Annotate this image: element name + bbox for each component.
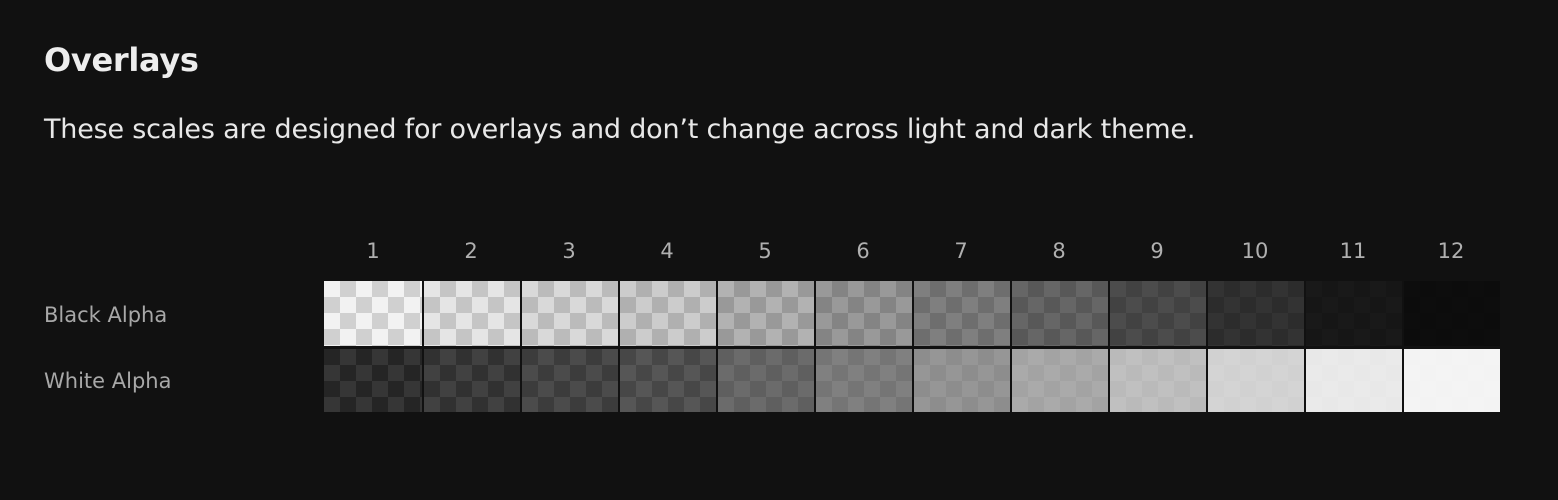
- step-label: 8: [1052, 239, 1066, 263]
- alpha-overlay: [1012, 281, 1108, 346]
- swatch-row-black-alpha: [324, 281, 1500, 346]
- white-alpha-swatch-9[interactable]: [1108, 347, 1206, 412]
- alpha-overlay: [1110, 281, 1206, 346]
- alpha-overlay: [620, 349, 716, 412]
- alpha-overlay: [718, 349, 814, 412]
- row-label-white-alpha: White Alpha: [44, 369, 172, 393]
- alpha-overlay: [816, 281, 912, 346]
- white-alpha-swatch-1[interactable]: [324, 347, 422, 412]
- black-alpha-swatch-2[interactable]: [422, 281, 520, 346]
- checkerboard-pattern: [424, 281, 520, 346]
- white-alpha-swatch-4[interactable]: [618, 347, 716, 412]
- alpha-overlay: [1110, 349, 1206, 412]
- alpha-overlay: [424, 349, 520, 412]
- black-alpha-swatch-11[interactable]: [1304, 281, 1402, 346]
- alpha-overlay: [1404, 349, 1500, 412]
- black-alpha-swatch-5[interactable]: [716, 281, 814, 346]
- checkerboard-pattern: [324, 281, 422, 346]
- step-label: 5: [758, 239, 772, 263]
- section-title: Overlays: [44, 41, 199, 79]
- black-alpha-swatch-10[interactable]: [1206, 281, 1304, 346]
- step-label: 9: [1150, 239, 1164, 263]
- checkerboard-pattern: [620, 349, 716, 412]
- white-alpha-swatch-10[interactable]: [1206, 347, 1304, 412]
- checkerboard-pattern: [816, 349, 912, 412]
- checkerboard-pattern: [816, 281, 912, 346]
- alpha-overlay: [1208, 281, 1304, 346]
- step-label: 12: [1437, 239, 1465, 263]
- alpha-overlay: [718, 281, 814, 346]
- step-label: 3: [562, 239, 576, 263]
- white-alpha-swatch-5[interactable]: [716, 347, 814, 412]
- alpha-overlay: [324, 281, 422, 346]
- scale-step-header: 1 2 3 4 5 6 7 8 9 10 11 12: [324, 236, 1500, 266]
- checkerboard-pattern: [522, 281, 618, 346]
- alpha-overlay: [1306, 349, 1402, 412]
- checkerboard-pattern: [522, 349, 618, 412]
- white-alpha-swatch-2[interactable]: [422, 347, 520, 412]
- alpha-overlay: [522, 281, 618, 346]
- checkerboard-pattern: [620, 281, 716, 346]
- white-alpha-swatch-8[interactable]: [1010, 347, 1108, 412]
- white-alpha-swatch-6[interactable]: [814, 347, 912, 412]
- black-alpha-swatch-12[interactable]: [1402, 281, 1500, 346]
- checkerboard-pattern: [718, 281, 814, 346]
- alpha-overlay: [816, 349, 912, 412]
- checkerboard-pattern: [718, 349, 814, 412]
- step-label: 10: [1241, 239, 1269, 263]
- step-label: 11: [1339, 239, 1367, 263]
- step-label: 7: [954, 239, 968, 263]
- checkerboard-pattern: [324, 349, 422, 412]
- alpha-overlay: [1012, 349, 1108, 412]
- step-label: 6: [856, 239, 870, 263]
- step-label: 2: [464, 239, 478, 263]
- alpha-overlay: [324, 349, 422, 412]
- step-label: 4: [660, 239, 674, 263]
- white-alpha-swatch-12[interactable]: [1402, 347, 1500, 412]
- step-label: 1: [366, 239, 380, 263]
- black-alpha-swatch-3[interactable]: [520, 281, 618, 346]
- black-alpha-swatch-7[interactable]: [912, 281, 1010, 346]
- black-alpha-swatch-8[interactable]: [1010, 281, 1108, 346]
- black-alpha-swatch-4[interactable]: [618, 281, 716, 346]
- alpha-overlay: [914, 281, 1010, 346]
- alpha-overlay: [1404, 281, 1500, 346]
- swatch-row-white-alpha: [324, 347, 1500, 412]
- black-alpha-swatch-1[interactable]: [324, 281, 422, 346]
- section-description: These scales are designed for overlays a…: [44, 114, 1196, 145]
- alpha-overlay: [1306, 281, 1402, 346]
- white-alpha-swatch-7[interactable]: [912, 347, 1010, 412]
- alpha-overlay: [620, 281, 716, 346]
- black-alpha-swatch-6[interactable]: [814, 281, 912, 346]
- checkerboard-pattern: [424, 349, 520, 412]
- white-alpha-swatch-3[interactable]: [520, 347, 618, 412]
- white-alpha-swatch-11[interactable]: [1304, 347, 1402, 412]
- black-alpha-swatch-9[interactable]: [1108, 281, 1206, 346]
- alpha-overlay: [1208, 349, 1304, 412]
- alpha-overlay: [522, 349, 618, 412]
- alpha-overlay: [424, 281, 520, 346]
- row-label-black-alpha: Black Alpha: [44, 303, 168, 327]
- alpha-overlay: [914, 349, 1010, 412]
